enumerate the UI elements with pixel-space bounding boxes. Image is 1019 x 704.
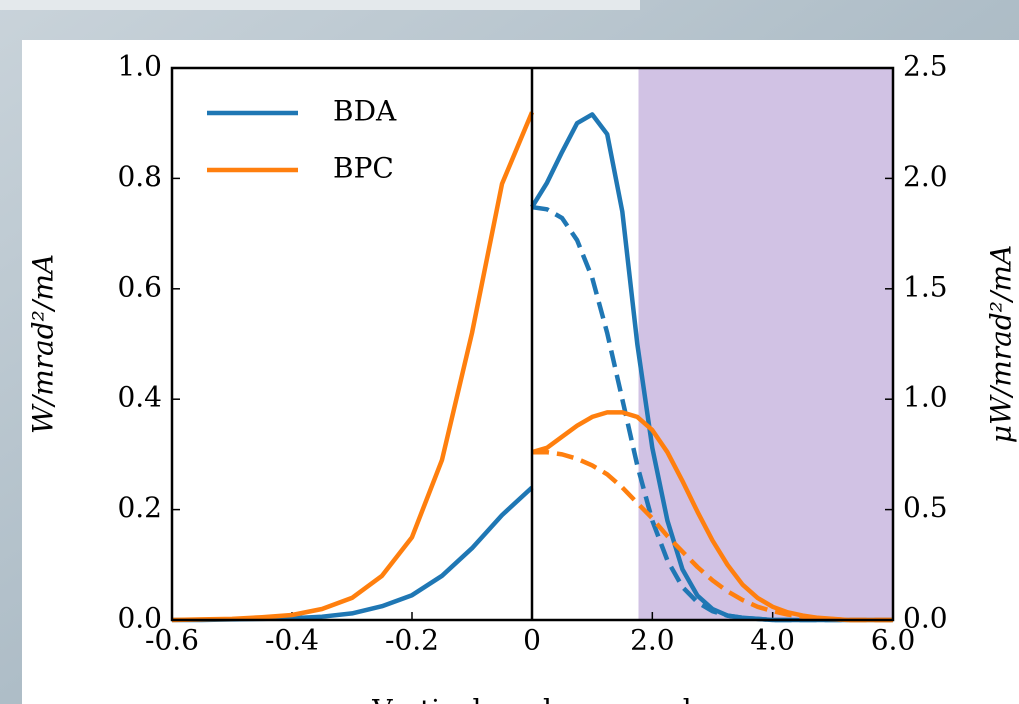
x-tick-label: -0.2 [385,624,439,657]
y-tick-label: 0.4 [117,381,162,414]
y-tick-label: 0.8 [117,160,162,193]
shaded-region [638,68,893,620]
x-tick-label: -0.4 [265,624,319,657]
x-tick-label: 6.0 [871,624,916,657]
x-axis-label: Vertical angle ψ, mrad [371,694,692,704]
x-tick-label: 4.0 [750,624,795,657]
y-tick-label: 1.0 [117,50,162,83]
x-tick-label: 2.0 [630,624,675,657]
legend-label: BDA [333,95,397,128]
plot-frame [170,66,895,622]
y-tick-label: 0.2 [117,491,162,524]
y2-tick-label: 2.5 [903,50,948,83]
y2-tick-label: 2.0 [903,160,948,193]
y2-axis-label: μW/mrad²/mA [985,245,1018,443]
y-axis-label: W/mrad²/mA [27,254,60,434]
y-tick-label: 0.6 [117,270,162,303]
y-tick-label: 0.0 [117,602,162,635]
y2-tick-label: 0.5 [903,491,948,524]
legend-label: BPC [333,152,394,185]
y2-tick-label: 0.0 [903,602,948,635]
y2-tick-label: 1.0 [903,381,948,414]
background-strip [0,0,640,10]
y2-tick-label: 1.5 [903,270,948,303]
plot: -0.6 -0.4 -0.2 0 0.0 0.2 0.4 0.6 0.8 1.0 BDA BPC 2.0… [117,50,947,657]
x-tick-label: -0.6 [145,624,199,657]
x-tick-label: 0 [523,624,541,657]
